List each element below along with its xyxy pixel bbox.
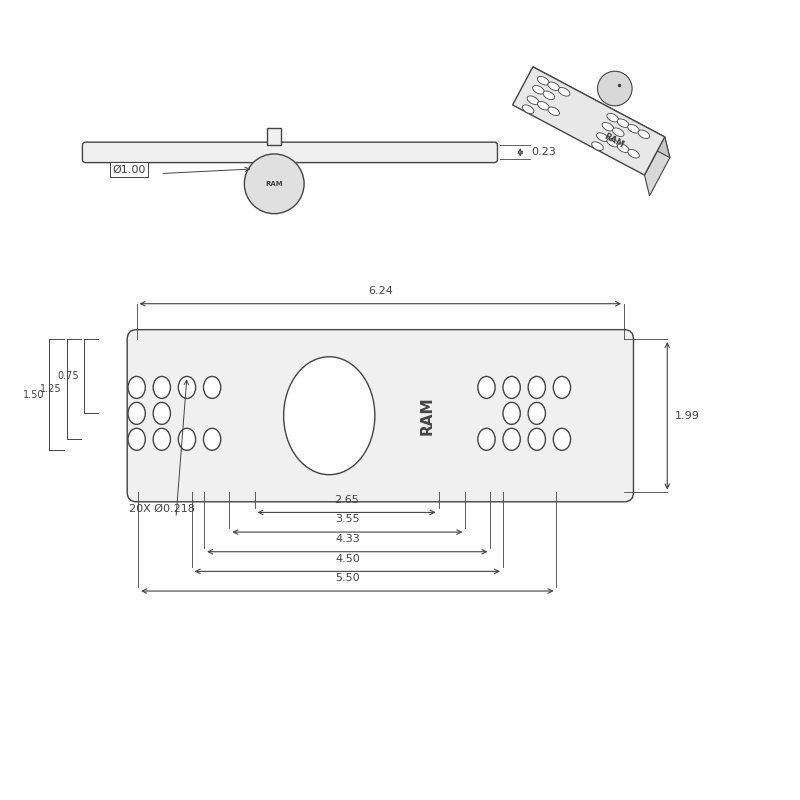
Ellipse shape (153, 377, 170, 398)
Ellipse shape (618, 119, 629, 127)
Circle shape (244, 154, 304, 214)
Text: RAM: RAM (266, 181, 283, 187)
Ellipse shape (128, 402, 146, 424)
Ellipse shape (538, 102, 549, 110)
Text: 1.50: 1.50 (23, 390, 45, 400)
Ellipse shape (554, 377, 570, 398)
Ellipse shape (602, 122, 614, 131)
Ellipse shape (607, 138, 618, 147)
Ellipse shape (203, 377, 221, 398)
Ellipse shape (153, 402, 170, 424)
Ellipse shape (618, 144, 629, 153)
Ellipse shape (527, 96, 538, 105)
Text: 1.99: 1.99 (675, 410, 700, 421)
Ellipse shape (613, 128, 624, 137)
Ellipse shape (548, 82, 559, 90)
Circle shape (598, 71, 632, 106)
Ellipse shape (284, 357, 375, 474)
Text: 0.23: 0.23 (531, 147, 556, 158)
Polygon shape (533, 66, 670, 158)
Ellipse shape (503, 377, 520, 398)
Ellipse shape (638, 130, 650, 138)
Polygon shape (513, 66, 665, 175)
Ellipse shape (597, 133, 608, 142)
Ellipse shape (592, 142, 603, 150)
Ellipse shape (554, 428, 570, 450)
Ellipse shape (607, 114, 618, 122)
Ellipse shape (528, 402, 546, 424)
Ellipse shape (522, 105, 534, 114)
Ellipse shape (503, 428, 520, 450)
Ellipse shape (538, 77, 549, 85)
Ellipse shape (548, 107, 559, 115)
Text: 6.24: 6.24 (368, 286, 393, 296)
Text: 20X Ø0.218: 20X Ø0.218 (129, 504, 194, 514)
Ellipse shape (543, 91, 554, 100)
Text: 3.55: 3.55 (335, 514, 360, 524)
Polygon shape (603, 90, 617, 106)
Ellipse shape (478, 377, 495, 398)
Ellipse shape (628, 150, 639, 158)
Ellipse shape (528, 428, 546, 450)
Ellipse shape (178, 377, 196, 398)
Text: 4.33: 4.33 (335, 534, 360, 544)
Ellipse shape (178, 428, 196, 450)
Text: 5.50: 5.50 (335, 573, 360, 583)
FancyBboxPatch shape (127, 330, 634, 502)
Text: RAM: RAM (420, 397, 435, 435)
Text: RAM: RAM (602, 132, 625, 150)
Text: 4.50: 4.50 (335, 554, 360, 563)
Text: 1.25: 1.25 (40, 384, 62, 394)
Text: 0.75: 0.75 (58, 371, 79, 382)
Ellipse shape (503, 402, 520, 424)
Text: 2.65: 2.65 (334, 494, 359, 505)
Bar (267, 128, 282, 146)
Ellipse shape (528, 377, 546, 398)
Polygon shape (645, 137, 670, 196)
Ellipse shape (128, 377, 146, 398)
Text: Ø1.00: Ø1.00 (112, 165, 146, 174)
Ellipse shape (203, 428, 221, 450)
Ellipse shape (558, 87, 570, 96)
Ellipse shape (533, 86, 544, 94)
Ellipse shape (628, 125, 639, 133)
Ellipse shape (153, 428, 170, 450)
Ellipse shape (128, 428, 146, 450)
Ellipse shape (478, 428, 495, 450)
FancyBboxPatch shape (82, 142, 498, 162)
